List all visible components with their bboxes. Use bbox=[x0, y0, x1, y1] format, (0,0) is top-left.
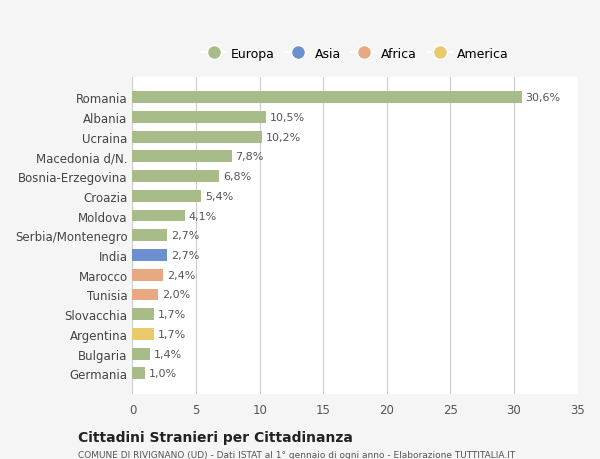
Bar bbox=[133, 92, 521, 104]
Bar bbox=[133, 210, 185, 222]
Bar bbox=[133, 308, 154, 320]
Text: 4,1%: 4,1% bbox=[188, 211, 217, 221]
Text: 7,8%: 7,8% bbox=[236, 152, 264, 162]
Text: 6,8%: 6,8% bbox=[223, 172, 251, 182]
Bar bbox=[133, 230, 167, 241]
Text: 1,0%: 1,0% bbox=[149, 369, 177, 379]
Text: 10,2%: 10,2% bbox=[266, 132, 301, 142]
Bar bbox=[133, 269, 163, 281]
Bar bbox=[133, 171, 219, 183]
Bar bbox=[133, 368, 145, 380]
Text: 1,7%: 1,7% bbox=[158, 309, 186, 319]
Text: COMUNE DI RIVIGNANO (UD) - Dati ISTAT al 1° gennaio di ogni anno - Elaborazione : COMUNE DI RIVIGNANO (UD) - Dati ISTAT al… bbox=[78, 450, 515, 459]
Bar bbox=[133, 190, 201, 202]
Bar bbox=[133, 250, 167, 261]
Bar bbox=[133, 151, 232, 163]
Text: 1,4%: 1,4% bbox=[154, 349, 182, 359]
Bar bbox=[133, 112, 266, 123]
Text: 2,4%: 2,4% bbox=[167, 270, 195, 280]
Text: 10,5%: 10,5% bbox=[270, 112, 305, 123]
Bar bbox=[133, 348, 150, 360]
Bar bbox=[133, 328, 154, 340]
Text: Cittadini Stranieri per Cittadinanza: Cittadini Stranieri per Cittadinanza bbox=[78, 430, 353, 444]
Bar bbox=[133, 289, 158, 301]
Text: 2,0%: 2,0% bbox=[162, 290, 190, 300]
Text: 5,4%: 5,4% bbox=[205, 191, 233, 202]
Text: 1,7%: 1,7% bbox=[158, 329, 186, 339]
Text: 30,6%: 30,6% bbox=[526, 93, 560, 103]
Bar bbox=[133, 131, 262, 143]
Legend: Europa, Asia, Africa, America: Europa, Asia, Africa, America bbox=[196, 43, 514, 66]
Text: 2,7%: 2,7% bbox=[170, 231, 199, 241]
Text: 2,7%: 2,7% bbox=[170, 251, 199, 260]
